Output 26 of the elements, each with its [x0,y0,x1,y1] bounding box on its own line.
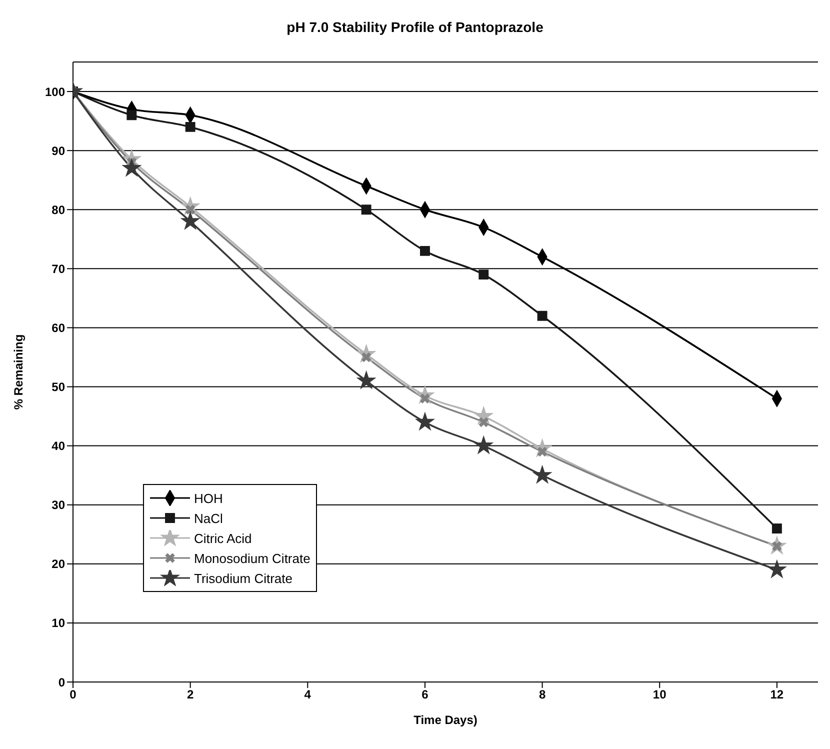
y-tick-label: 0 [58,675,66,690]
legend-label: NaCl [194,510,223,526]
y-tick-label: 90 [52,144,66,158]
chart-title: pH 7.0 Stability Profile of Pantoprazole [286,18,544,37]
legend-label: Trisodium Citrate [194,570,292,586]
y-tick-label: 50 [52,380,66,394]
x-tick-label: 10 [652,688,667,702]
y-tick-label: 80 [52,202,66,217]
x-tick-label: 2 [186,688,194,702]
y-tick-label: 60 [52,320,66,335]
x-tick-label: 6 [422,688,429,702]
legend-label: Monosodium Citrate [194,550,310,566]
legend-label: HOH [194,490,223,506]
y-tick-label: 10 [52,616,66,630]
x-axis-title: Time Days) [414,713,478,727]
legend-label: Citric Acid [194,530,252,546]
y-tick-label: 100 [44,84,66,99]
x-tick-label: 0 [70,688,77,702]
x-tick-label: 8 [538,688,546,702]
y-tick-label: 30 [52,498,66,512]
y-axis-title: % Remaining [11,334,26,410]
x-tick-label: 4 [304,688,312,702]
y-tick-label: 70 [52,262,66,276]
y-tick-label: 20 [52,557,66,572]
x-tick-label: 12 [770,688,784,702]
y-tick-label: 40 [52,439,66,454]
